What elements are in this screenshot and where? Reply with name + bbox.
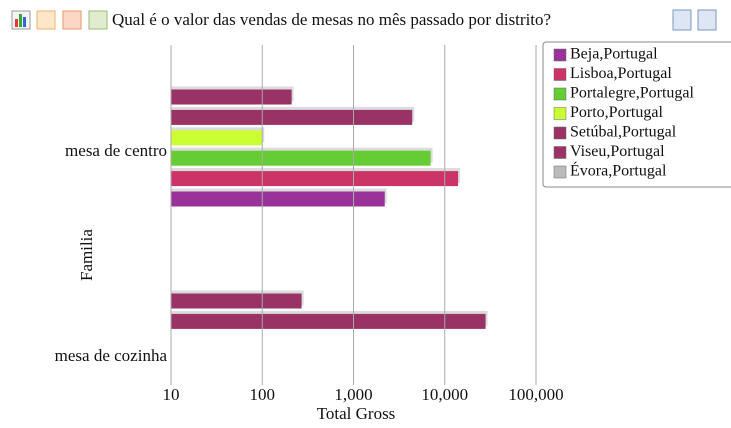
legend-label: Beja,Portugal [570,46,658,63]
toolbar [11,9,717,31]
legend-label: Viseu,Portugal [570,143,665,160]
y-axis-label: Familia [77,229,96,281]
x-axis-label: Total Gross [317,404,396,423]
legend: Beja,Portugal Lisboa,Portugal Portalegre,P… [553,46,695,180]
legend-label: Lisboa,Portugal [570,65,672,82]
legend-label: Setúbal,Portugal [570,124,677,141]
bar [171,293,302,309]
x-tick-label: 10,000 [421,385,468,404]
legend-label: Portalegre,Portugal [570,85,695,102]
legend-swatch [553,107,567,120]
bar [171,313,486,329]
legend-swatch [553,87,567,101]
legend-swatch [553,165,567,179]
legend-swatch [553,126,567,140]
bar [171,171,459,187]
x-tick-label: 10 [163,385,180,404]
bar [171,150,431,166]
y-tick-label: mesa de cozinha [55,346,168,365]
x-tick-label: 100,000 [508,385,563,404]
legend-label: Évora,Portugal [570,161,667,180]
print-button[interactable] [672,9,692,31]
back-button[interactable] [62,10,82,30]
y-tick-label: mesa de centro [65,141,167,160]
bar [171,191,385,207]
forward-button[interactable] [88,10,108,30]
legend-swatch [553,146,567,159]
export-button[interactable] [697,9,717,31]
chart-title: Qual é o valor das vendas de mesas no mê… [112,10,551,29]
drill-button[interactable] [36,10,56,30]
legend-swatch [553,68,567,81]
plot-area [171,86,488,329]
x-tick-label: 100 [250,385,276,404]
x-tick-label: 1,000 [334,385,372,404]
legend-swatch [553,48,567,62]
bar [171,89,292,105]
legend-box [542,41,731,188]
bar [171,109,413,125]
bar [171,130,263,146]
legend-label: Porto,Portugal [570,104,663,121]
